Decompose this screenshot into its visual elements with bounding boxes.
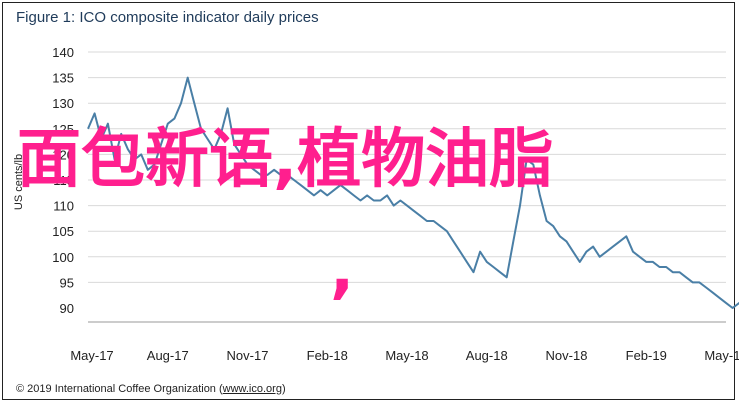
- x-tick-label: May-17: [70, 348, 113, 363]
- y-tick-label: 125: [52, 122, 74, 137]
- x-tick-label: Aug-17: [147, 348, 189, 363]
- chart-title: Figure 1: ICO composite indicator daily …: [16, 9, 319, 26]
- y-tick-label: 90: [60, 301, 74, 316]
- chart-footer: © 2019 International Coffee Organization…: [16, 383, 286, 395]
- chart-frame: [2, 2, 735, 400]
- x-axis-ticks: May-17 Aug-17 Nov-17 Feb-18 May-18 Aug-18 Nov-…: [70, 348, 739, 363]
- y-tick-label: 105: [52, 224, 74, 239]
- y-axis-label: US cents/lb: [13, 154, 25, 210]
- y-tick-label: 130: [52, 96, 74, 111]
- overlay-comma: ,: [330, 233, 355, 307]
- y-tick-label: 140: [52, 45, 74, 60]
- y-tick-label: 135: [52, 71, 74, 86]
- x-tick-label: May-18: [385, 348, 428, 363]
- x-tick-label: Nov-17: [227, 348, 269, 363]
- price-series-line: [87, 76, 739, 309]
- y-tick-label: 100: [52, 250, 74, 265]
- x-tick-label: Feb-18: [307, 348, 348, 363]
- ico-link[interactable]: www.ico.org: [222, 383, 282, 395]
- y-tick-label: 120: [52, 147, 74, 162]
- overlay-text: 面包新语,植物油脂: [17, 123, 554, 197]
- footer-suffix: ): [281, 383, 286, 395]
- y-tick-label: 115: [53, 173, 74, 188]
- y-axis-ticks: 90 95 100 105 110 115 120 125 130 135 140: [52, 45, 74, 316]
- x-tick-label: Aug-18: [466, 348, 508, 363]
- y-tick-label: 110: [53, 199, 74, 214]
- x-tick-label: May-19: [704, 348, 739, 363]
- footer-prefix: © 2019 International Coffee Organization…: [16, 383, 223, 395]
- x-tick-label: Feb-19: [626, 348, 667, 363]
- x-tick-label: Nov-18: [546, 348, 588, 363]
- y-tick-label: 95: [60, 275, 74, 290]
